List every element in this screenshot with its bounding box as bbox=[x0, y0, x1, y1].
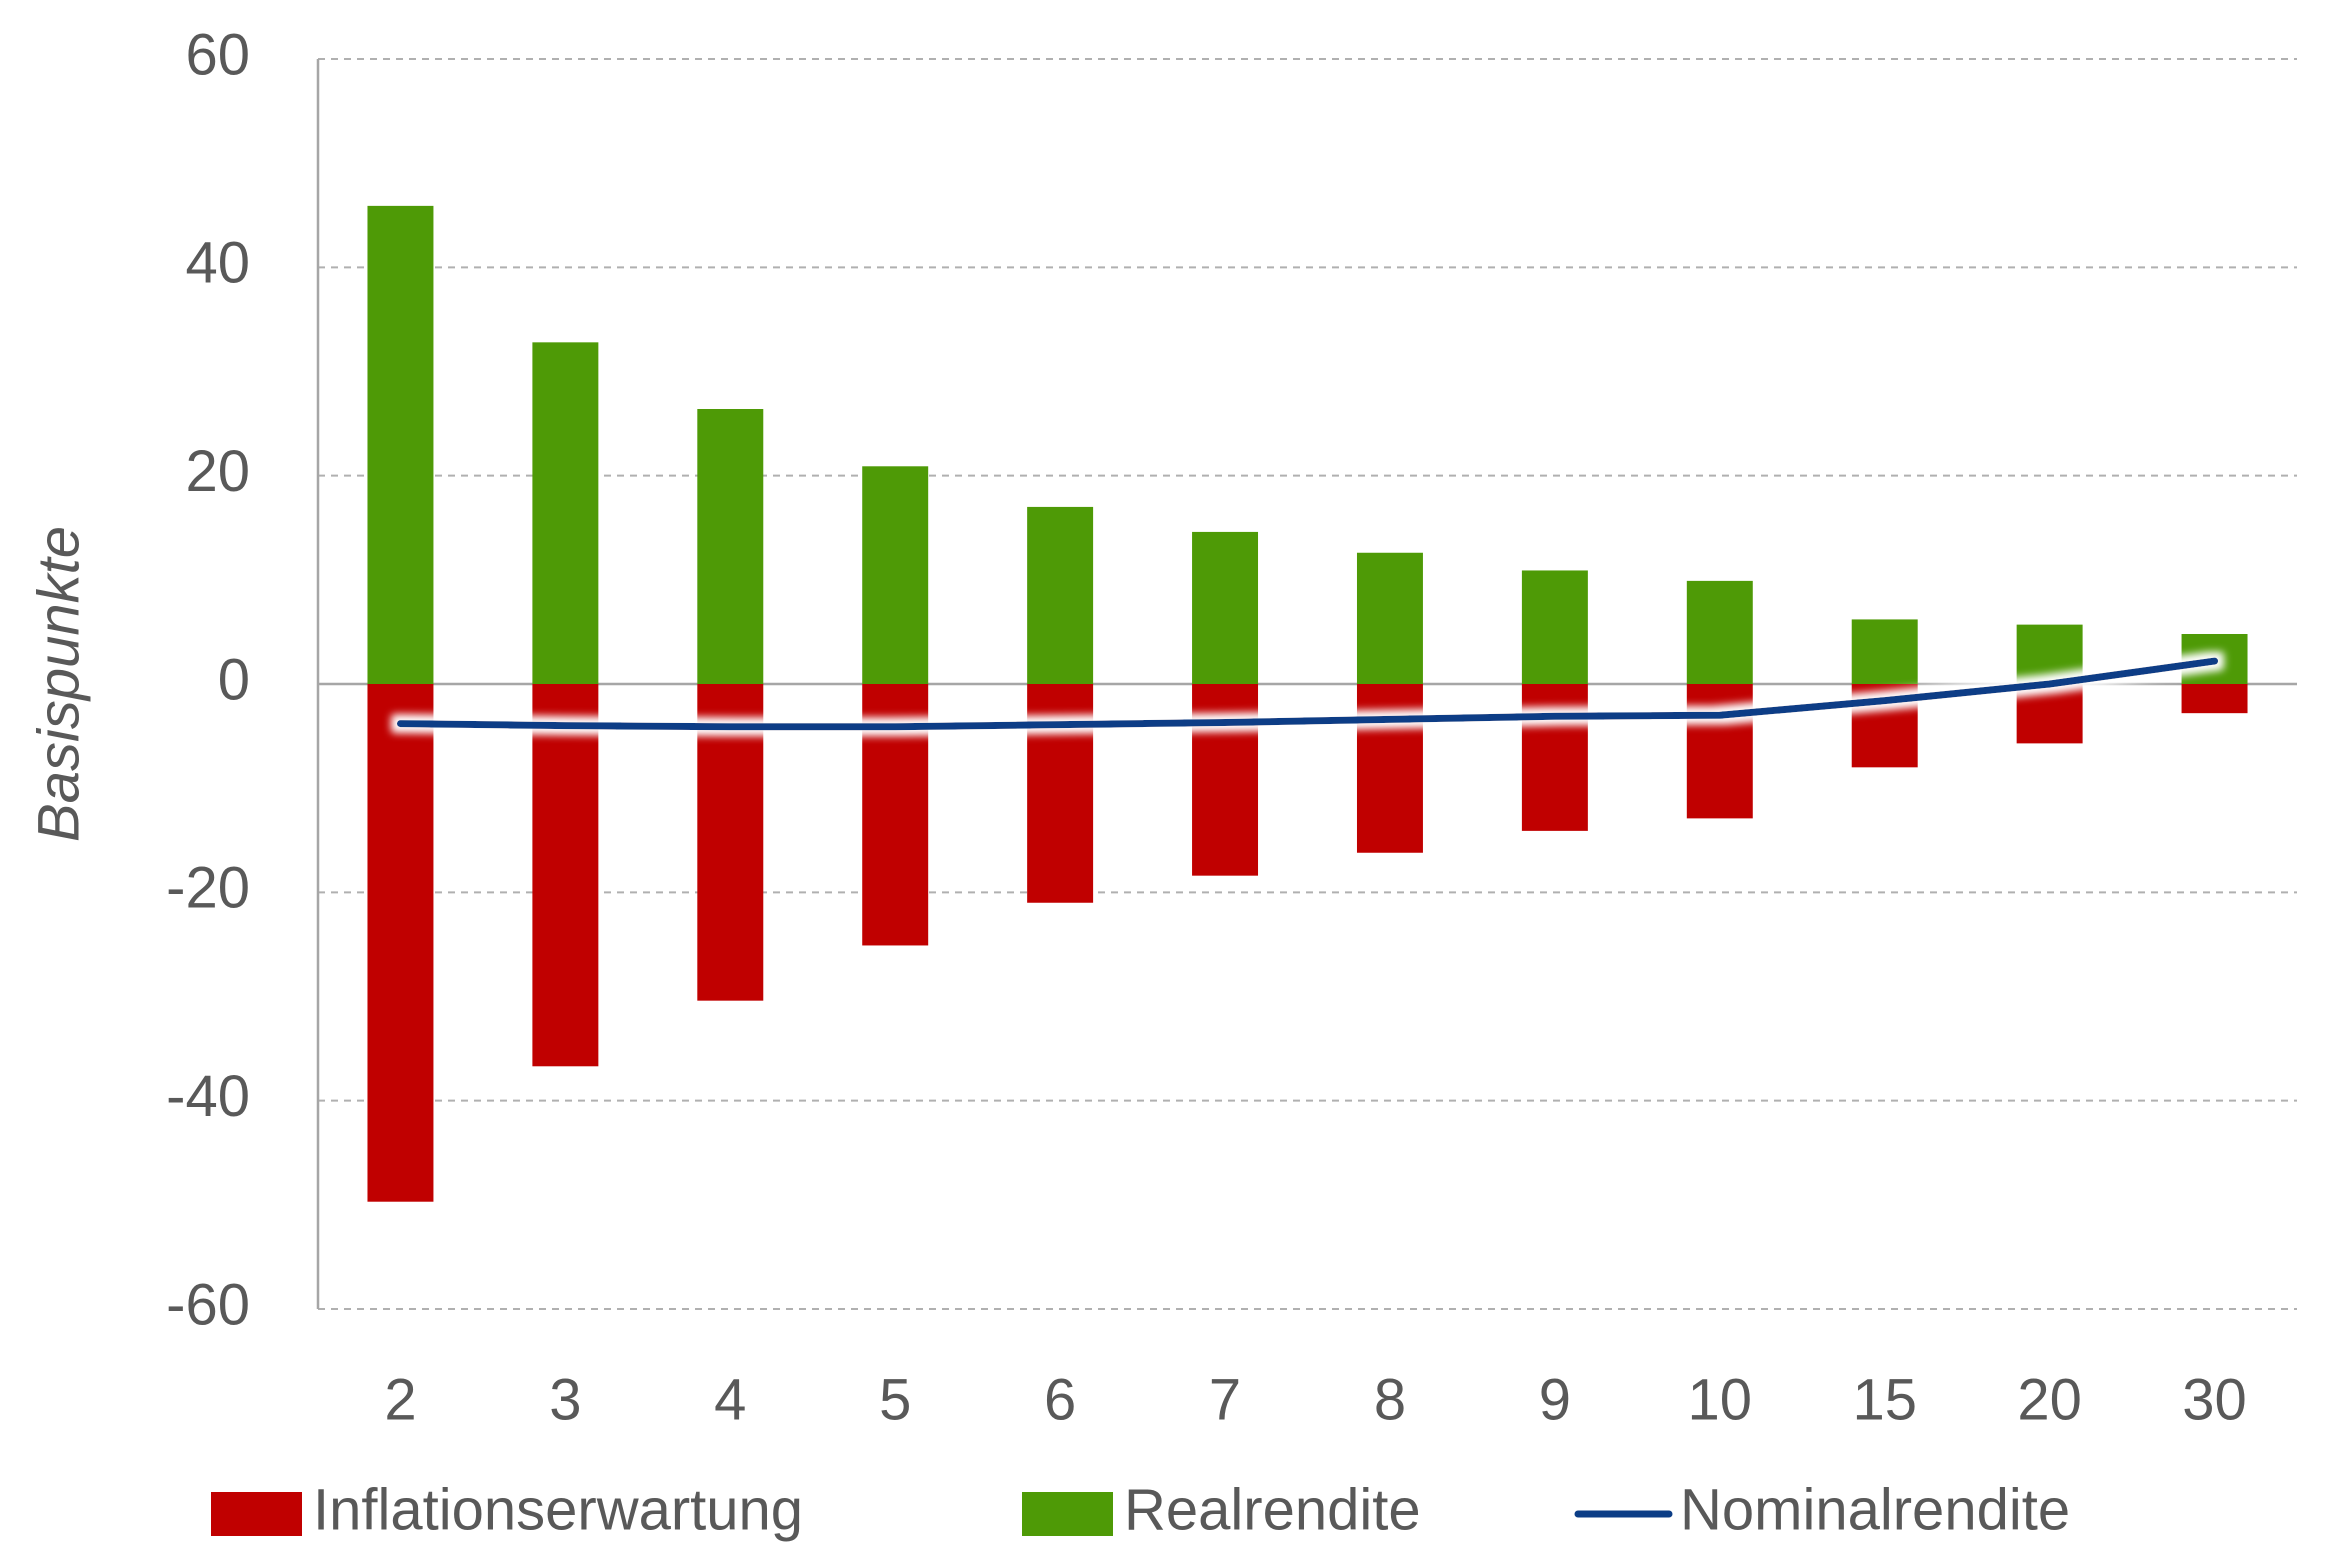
bar bbox=[1027, 506, 1094, 684]
bar bbox=[1356, 552, 1423, 684]
bar bbox=[1521, 570, 1588, 684]
bar bbox=[1027, 684, 1094, 903]
legend-label: Nominalrendite bbox=[1680, 1477, 2070, 1542]
x-tick-label: 3 bbox=[549, 1367, 581, 1432]
bar bbox=[1192, 684, 1259, 876]
bar bbox=[697, 684, 764, 1001]
bar bbox=[1521, 684, 1588, 831]
x-tick-label: 20 bbox=[2017, 1367, 2082, 1432]
bar bbox=[1686, 580, 1753, 684]
legend-label: Inflationserwartung bbox=[313, 1477, 803, 1542]
bar bbox=[1851, 619, 1918, 684]
y-tick-label: 40 bbox=[185, 231, 250, 296]
bar bbox=[1686, 684, 1753, 819]
y-tick-label: 20 bbox=[185, 439, 250, 504]
y-tick-label: -40 bbox=[166, 1064, 250, 1129]
bar bbox=[532, 684, 599, 1067]
legend-swatch bbox=[211, 1492, 302, 1536]
x-tick-label: 8 bbox=[1374, 1367, 1406, 1432]
legend-swatch bbox=[1022, 1492, 1113, 1536]
y-tick-label: -60 bbox=[166, 1272, 250, 1337]
bar bbox=[367, 684, 434, 1202]
y-axis-label: Basispunkte bbox=[26, 526, 91, 842]
bar bbox=[2181, 684, 2248, 714]
x-tick-label: 10 bbox=[1688, 1367, 1753, 1432]
y-tick-label: -20 bbox=[166, 856, 250, 921]
bar bbox=[2016, 684, 2083, 744]
x-tick-label: 9 bbox=[1539, 1367, 1571, 1432]
x-tick-label: 2 bbox=[384, 1367, 416, 1432]
bar bbox=[1192, 531, 1259, 684]
bar bbox=[1356, 684, 1423, 853]
legend-label: Realrendite bbox=[1124, 1477, 1421, 1542]
x-tick-label: 7 bbox=[1209, 1367, 1241, 1432]
bar bbox=[367, 205, 434, 684]
x-tick-label: 5 bbox=[879, 1367, 911, 1432]
line bbox=[396, 657, 2219, 731]
bar bbox=[532, 342, 599, 684]
y-tick-label: 0 bbox=[218, 647, 250, 712]
bar bbox=[697, 409, 764, 684]
x-tick-label: 4 bbox=[714, 1367, 746, 1432]
x-tick-label: 30 bbox=[2182, 1367, 2247, 1432]
x-tick-label: 6 bbox=[1044, 1367, 1076, 1432]
x-tick-label: 15 bbox=[1852, 1367, 1917, 1432]
y-tick-label: 60 bbox=[185, 22, 250, 87]
bar bbox=[862, 466, 929, 684]
bar bbox=[2016, 624, 2083, 684]
